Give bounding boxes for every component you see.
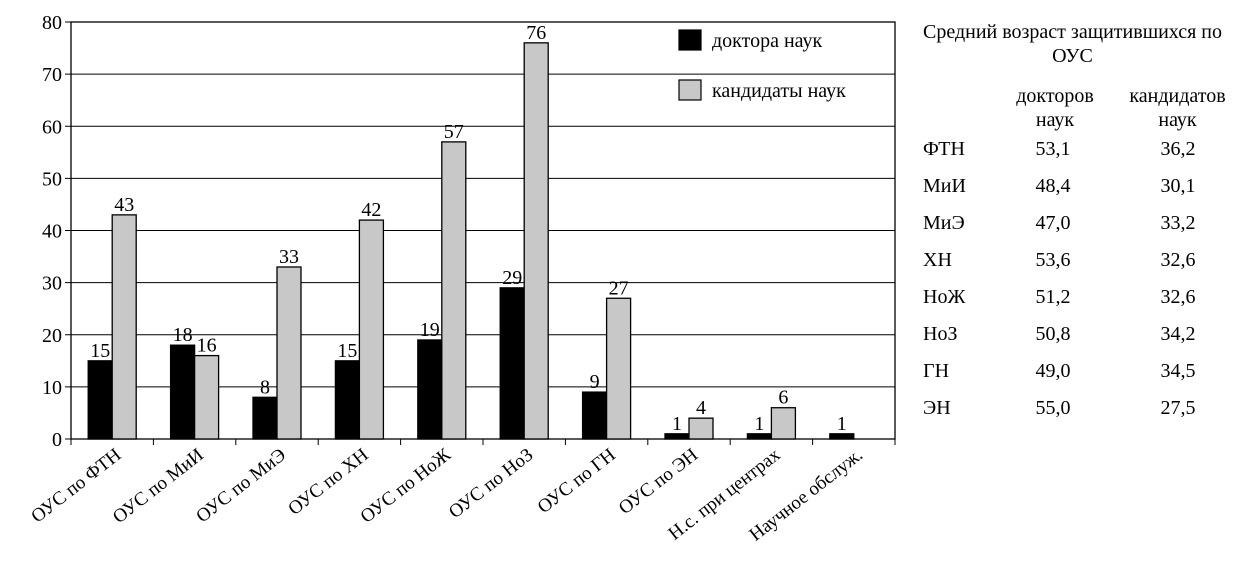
- doctors-age: 53,1: [1035, 138, 1071, 160]
- data-label: 8: [260, 376, 270, 398]
- y-tick-label: 30: [42, 273, 62, 295]
- data-label: 43: [114, 194, 134, 216]
- table-row: НоЗ 50,8 34,2: [905, 323, 1240, 358]
- candidates-age: 36,2: [1160, 138, 1196, 160]
- candidates-age: 30,1: [1160, 175, 1196, 197]
- candidates-age: 32,6: [1160, 249, 1196, 271]
- bar-doctors: [334, 360, 361, 440]
- legend-swatch-doctors: [678, 29, 702, 51]
- data-label: 6: [778, 387, 788, 409]
- y-tick-label: 20: [42, 325, 62, 347]
- row-label: ГН: [923, 360, 950, 382]
- legend-label-doctors: доктора наук: [712, 30, 823, 52]
- data-label: 33: [279, 246, 299, 268]
- row-label: МиИ: [923, 175, 966, 197]
- bar-doctors: [499, 287, 525, 440]
- doctors-age: 48,4: [1035, 175, 1071, 197]
- bar-candidates: [193, 354, 220, 440]
- legend-swatch-candidates: [678, 79, 702, 101]
- data-label: 19: [420, 319, 440, 341]
- bar-doctors: [252, 396, 278, 440]
- bar-doctors: [581, 391, 608, 440]
- table-row: МиИ 48,4 30,1: [905, 175, 1240, 210]
- age-table-header: докторов наук кандидатов наук: [905, 84, 1240, 136]
- table-row: ЭН 55,0 27,5: [905, 397, 1240, 432]
- y-tick-label: 60: [42, 116, 62, 138]
- bar-candidates: [523, 42, 549, 440]
- data-label: 1: [837, 413, 847, 435]
- x-category-label: ОУС по ГН: [534, 444, 620, 518]
- table-row: ГН 49,0 34,5: [905, 360, 1240, 395]
- bar-candidates: [111, 214, 137, 440]
- doctors-age: 55,0: [1035, 397, 1071, 419]
- candidates-age: 32,6: [1160, 286, 1196, 308]
- data-label: 15: [90, 340, 110, 362]
- bar-candidates: [770, 407, 797, 440]
- candidates-age: 33,2: [1160, 212, 1196, 234]
- table-row: ХН 53,6 32,6: [905, 249, 1240, 284]
- bar-candidates: [276, 266, 302, 440]
- data-label: 9: [590, 371, 600, 393]
- data-label: 57: [444, 121, 464, 143]
- x-category-label: ОУС по НоЖ: [357, 444, 456, 528]
- col-header-doctors: докторов наук: [1016, 85, 1094, 131]
- doctors-age: 47,0: [1035, 212, 1071, 234]
- x-category-label: ОУС по МиИ: [109, 444, 208, 528]
- bar-doctors: [87, 360, 113, 440]
- y-tick-label: 50: [42, 168, 62, 190]
- row-label: ХН: [923, 249, 952, 271]
- row-label: ФТН: [923, 138, 965, 160]
- y-tick-label: 0: [52, 429, 62, 451]
- x-category-label: ОУС по НоЗ: [445, 444, 537, 523]
- age-table: Средний возраст защитившихся по ОУС докт…: [905, 20, 1240, 432]
- table-row: НоЖ 51,2 32,6: [905, 286, 1240, 321]
- row-label: НоЖ: [923, 286, 966, 308]
- data-label: 1: [672, 413, 682, 435]
- col-header-candidates: кандидатов наук: [1129, 85, 1226, 131]
- doctors-age: 50,8: [1035, 323, 1071, 345]
- age-table-title: Средний возраст защитившихся по ОУС: [922, 21, 1222, 67]
- data-label: 18: [173, 324, 193, 346]
- y-tick-label: 10: [42, 377, 62, 399]
- bar-candidates: [605, 297, 632, 440]
- data-label: 29: [502, 267, 522, 289]
- y-tick-label: 70: [42, 64, 62, 86]
- bar-candidates: [441, 141, 467, 440]
- doctors-age: 51,2: [1035, 286, 1071, 308]
- data-label: 27: [609, 277, 629, 299]
- candidates-age: 34,2: [1160, 323, 1196, 345]
- table-row: МиЭ 47,0 33,2: [905, 212, 1240, 247]
- y-tick-label: 80: [42, 12, 62, 34]
- legend-label-candidates: кандидаты наук: [712, 80, 846, 102]
- table-row: ФТН 53,1 36,2: [905, 138, 1240, 173]
- row-label: МиЭ: [923, 212, 965, 234]
- bar-candidates: [688, 417, 714, 440]
- data-label: 76: [526, 22, 546, 44]
- data-label: 16: [197, 335, 217, 357]
- data-label: 15: [337, 340, 357, 362]
- doctors-age: 53,6: [1035, 249, 1071, 271]
- y-tick-label: 40: [42, 221, 62, 243]
- data-label: 42: [361, 199, 381, 221]
- candidates-age: 27,5: [1160, 397, 1196, 419]
- doctors-age: 49,0: [1035, 360, 1071, 382]
- x-category-label: ОУС по МиЭ: [192, 444, 290, 527]
- bar-candidates: [358, 219, 385, 440]
- row-label: ЭН: [923, 397, 951, 419]
- bar-doctors: [829, 433, 855, 440]
- data-label: 1: [754, 413, 764, 435]
- data-label: 4: [696, 397, 706, 419]
- bar-doctors: [417, 339, 443, 440]
- row-label: НоЗ: [923, 323, 958, 345]
- candidates-age: 34,5: [1160, 360, 1196, 382]
- bar-doctors: [169, 344, 196, 440]
